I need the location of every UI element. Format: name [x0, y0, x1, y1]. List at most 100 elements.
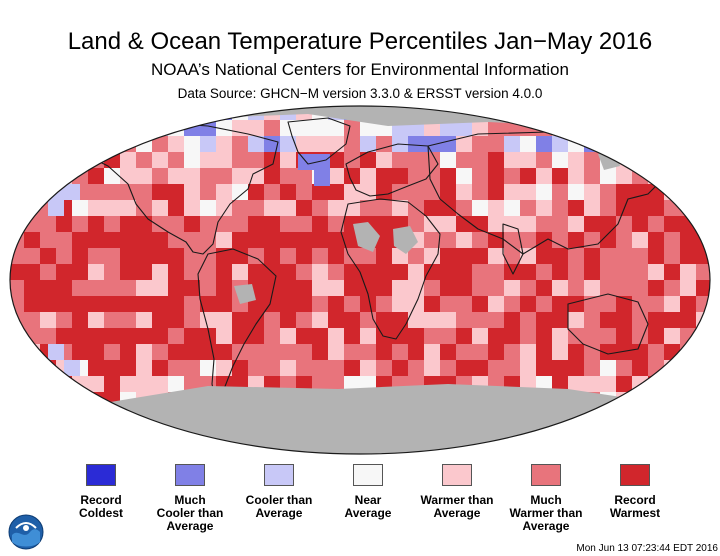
percentile-cell	[216, 106, 232, 120]
percentile-cell	[536, 440, 552, 454]
timestamp: Mon Jun 13 07:23:44 EDT 2016	[576, 543, 718, 554]
percentile-cell	[10, 392, 24, 408]
percentile-cell	[616, 408, 632, 424]
percentile-cell	[456, 280, 472, 296]
percentile-cell	[200, 360, 216, 376]
percentile-cell	[680, 152, 696, 168]
percentile-cell	[296, 136, 312, 152]
percentile-cell	[344, 296, 360, 312]
legend-label-near-average: Near Average	[344, 493, 392, 520]
percentile-cell	[72, 344, 88, 360]
percentile-cell	[152, 424, 168, 440]
percentile-cell	[568, 360, 584, 376]
percentile-cell	[424, 344, 440, 360]
percentile-cell	[600, 344, 616, 360]
percentile-cell	[10, 216, 24, 232]
percentile-cell	[520, 296, 536, 312]
percentile-cell	[616, 136, 632, 152]
percentile-cell	[184, 264, 200, 280]
percentile-cell	[296, 344, 312, 360]
percentile-cell	[664, 168, 680, 184]
percentile-cell	[88, 408, 104, 424]
percentile-cell	[296, 120, 312, 136]
percentile-cell	[248, 200, 264, 216]
percentile-cell	[168, 328, 184, 344]
percentile-cell	[40, 328, 56, 344]
percentile-cell	[568, 440, 584, 454]
percentile-cell	[216, 200, 232, 216]
percentile-cell	[312, 376, 328, 392]
percentile-cell	[600, 248, 616, 264]
percentile-cell	[440, 312, 456, 328]
percentile-cell	[152, 120, 168, 136]
percentile-cell	[616, 344, 632, 360]
percentile-cell	[24, 168, 40, 184]
percentile-cell	[280, 216, 296, 232]
percentile-cell	[360, 168, 376, 184]
percentile-cell	[360, 248, 376, 264]
percentile-cell	[152, 184, 168, 200]
legend-swatch-much-warmer	[531, 464, 561, 486]
percentile-cell	[648, 392, 664, 408]
percentile-cell	[152, 106, 168, 120]
percentile-cell	[152, 248, 168, 264]
percentile-cell	[440, 296, 456, 312]
percentile-cell	[216, 360, 232, 376]
percentile-cell	[568, 200, 584, 216]
percentile-cell	[456, 344, 472, 360]
percentile-cell	[104, 248, 120, 264]
percentile-cell	[440, 216, 456, 232]
percentile-cell	[536, 168, 552, 184]
percentile-cell	[10, 360, 24, 376]
percentile-cell	[504, 312, 520, 328]
percentile-cell	[168, 440, 184, 454]
percentile-cell	[680, 376, 696, 392]
percentile-cell	[10, 440, 24, 454]
percentile-cell	[648, 312, 664, 328]
percentile-cell	[232, 184, 248, 200]
percentile-cell	[120, 152, 136, 168]
percentile-cell	[296, 168, 312, 184]
percentile-cell	[56, 136, 72, 152]
percentile-cell	[344, 184, 360, 200]
percentile-cell	[536, 106, 552, 120]
percentile-cell	[120, 360, 136, 376]
percentile-cell	[168, 216, 184, 232]
percentile-cell	[568, 264, 584, 280]
percentile-cell	[40, 120, 56, 136]
legend-swatch-much-cooler	[175, 464, 205, 486]
percentile-cell	[616, 106, 632, 120]
percentile-cell	[152, 296, 168, 312]
percentile-cell	[632, 424, 648, 440]
percentile-cell	[200, 200, 216, 216]
percentile-cell	[40, 264, 56, 280]
percentile-cell	[696, 424, 710, 440]
percentile-cell	[488, 296, 504, 312]
percentile-cell	[648, 168, 664, 184]
percentile-cell	[184, 312, 200, 328]
percentile-cell	[456, 328, 472, 344]
percentile-cell	[216, 344, 232, 360]
percentile-cell	[328, 376, 344, 392]
percentile-cell	[488, 312, 504, 328]
percentile-cell	[88, 120, 104, 136]
percentile-cell	[120, 440, 136, 454]
percentile-cell	[56, 152, 72, 168]
cool-anomaly-cell	[64, 360, 80, 376]
percentile-cell	[584, 440, 600, 454]
percentile-cell	[168, 184, 184, 200]
percentile-cell	[344, 360, 360, 376]
percentile-cell	[152, 312, 168, 328]
percentile-cell	[568, 232, 584, 248]
percentile-cell	[616, 360, 632, 376]
percentile-cell	[424, 168, 440, 184]
percentile-cell	[232, 312, 248, 328]
percentile-cell	[312, 232, 328, 248]
percentile-cell	[120, 168, 136, 184]
percentile-cell	[424, 264, 440, 280]
percentile-cell	[664, 200, 680, 216]
percentile-cell	[440, 184, 456, 200]
legend-swatch-warmer	[442, 464, 472, 486]
percentile-cell	[616, 168, 632, 184]
percentile-cell	[344, 328, 360, 344]
